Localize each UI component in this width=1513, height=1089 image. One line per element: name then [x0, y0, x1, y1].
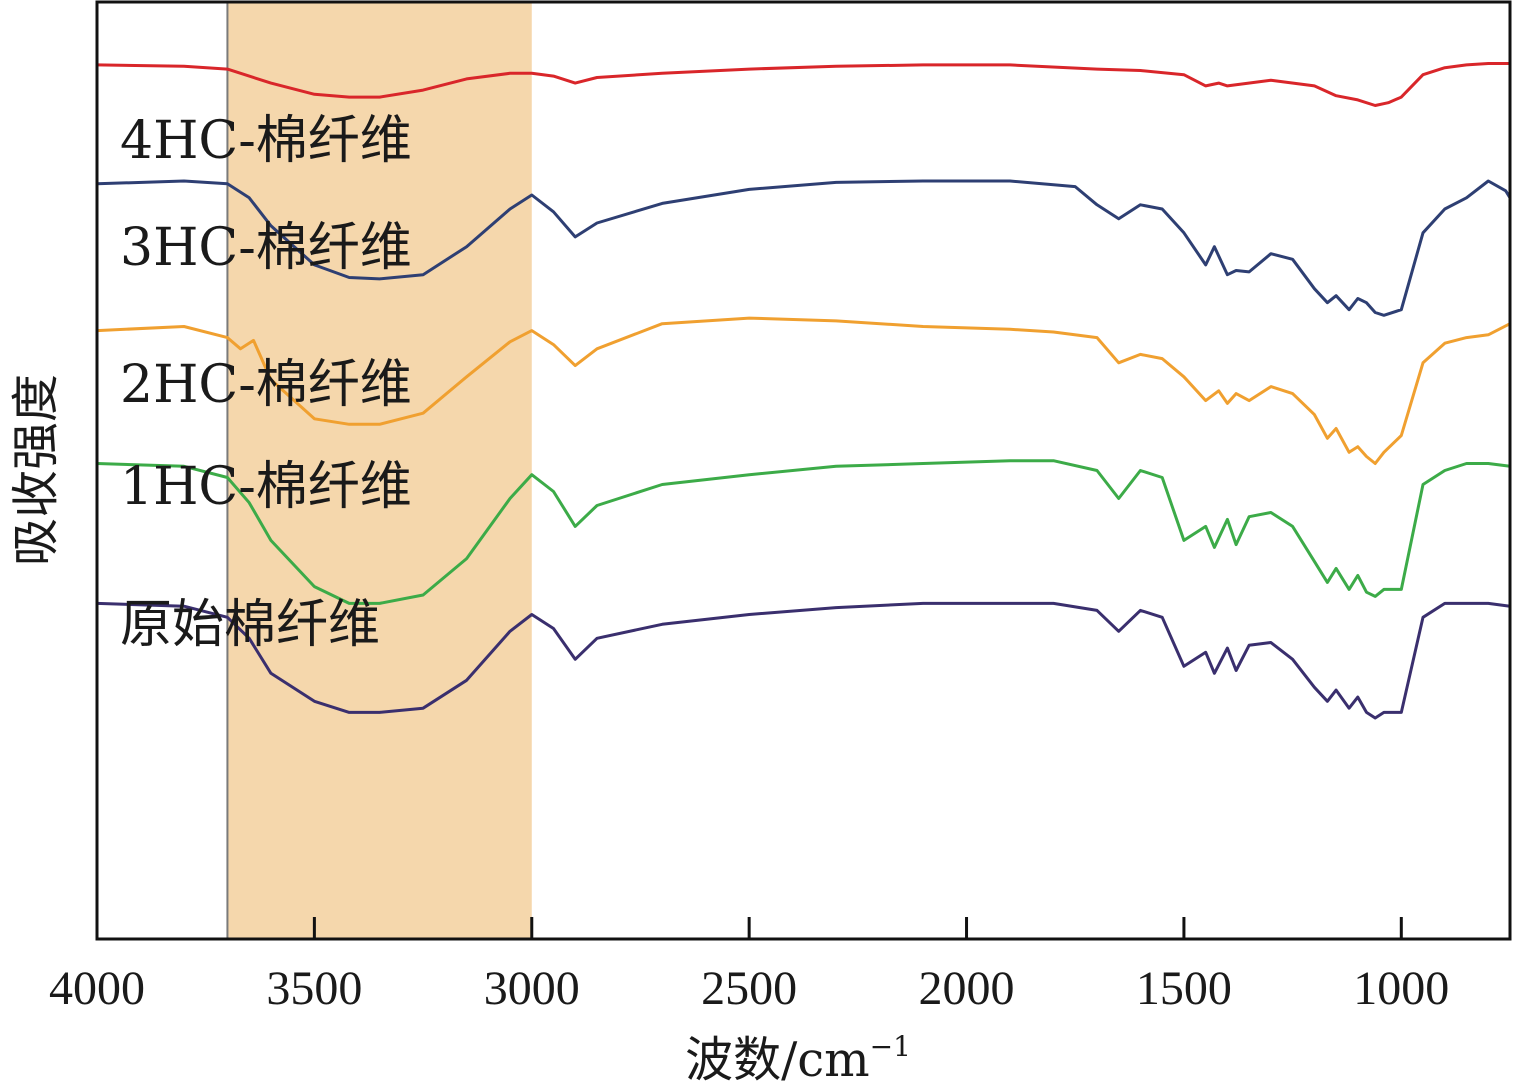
x-axis-title: 波数/cm−1 — [685, 1030, 911, 1088]
series-label-5: 原始棉纤维 — [120, 595, 380, 655]
series-line-1 — [96, 62, 1510, 107]
series-line-3 — [96, 316, 1511, 465]
series-label-1: 4HC-棉纤维 — [120, 111, 412, 171]
x-tick-label-4000: 4000 — [49, 962, 145, 1015]
x-tick-label-3000: 3000 — [484, 962, 580, 1015]
highlight-band-layer — [226, 2, 532, 939]
x-tick-layer: 4000 3500 3000 2500 2000 1500 1000 — [49, 917, 1449, 1015]
highlight-band — [227, 2, 532, 939]
series-line-2 — [96, 179, 1512, 317]
x-tick-label-1500: 1500 — [1136, 962, 1232, 1015]
series-label-4: 1HC-棉纤维 — [120, 457, 412, 517]
x-axis-title-unit-superscript: −1 — [870, 1030, 911, 1063]
x-tick-label-1000: 1000 — [1353, 962, 1449, 1015]
x-axis-title-text: 波数/cm — [685, 1032, 870, 1088]
x-tick-label-3500: 3500 — [266, 962, 362, 1015]
plot-frame — [95, 0, 1512, 941]
y-axis-title: 吸收强度 — [8, 374, 64, 566]
series-label-3: 2HC-棉纤维 — [120, 355, 412, 415]
x-tick-label-2500: 2500 — [701, 962, 797, 1015]
series-layer — [96, 62, 1512, 720]
series-line-5 — [96, 601, 1511, 720]
series-line-4 — [96, 459, 1511, 605]
series-label-2: 3HC-棉纤维 — [120, 218, 412, 278]
x-tick-label-2000: 2000 — [919, 962, 1015, 1015]
